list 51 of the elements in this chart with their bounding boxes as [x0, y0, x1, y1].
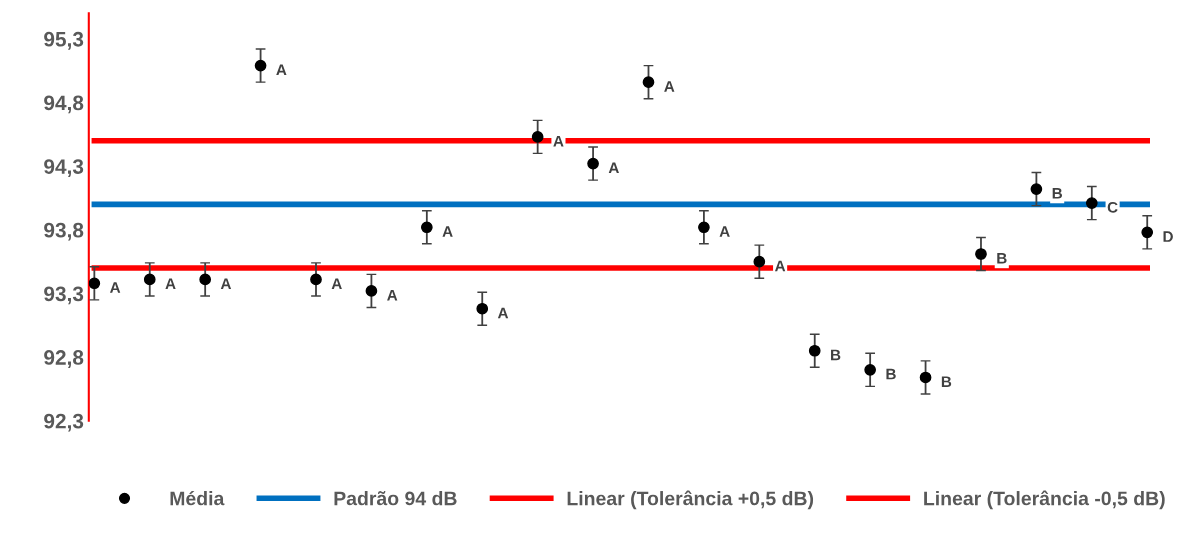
point: [476, 302, 489, 315]
data-label: A: [220, 278, 232, 289]
y-tick-label: 93,8: [44, 222, 84, 241]
data-label: A: [331, 278, 342, 289]
data-label: D: [1163, 231, 1173, 242]
data-label: A: [387, 289, 398, 301]
point: [587, 157, 599, 170]
data-label: A: [497, 307, 509, 319]
point: [642, 76, 655, 88]
point: [199, 273, 212, 286]
data-label: C: [1107, 201, 1118, 213]
data-label: A: [719, 226, 730, 237]
point: [88, 277, 101, 290]
data-label: A: [553, 135, 564, 147]
point: [1085, 197, 1098, 209]
point: [1141, 226, 1154, 239]
point: [919, 371, 932, 384]
point: [753, 255, 766, 268]
point: [808, 344, 821, 357]
point: [143, 273, 156, 286]
data-label: A: [442, 226, 453, 237]
point: [254, 59, 267, 72]
point: [1030, 183, 1043, 195]
point: [310, 273, 322, 286]
data-label: B: [831, 349, 841, 361]
y-tick-label: 93,3: [44, 286, 84, 305]
point: [420, 221, 433, 234]
data-label: B: [941, 376, 952, 387]
y-tick-label: 92,3: [44, 413, 84, 432]
point: [975, 248, 987, 260]
data-label: B: [886, 368, 896, 380]
legend-label: Linear (Tolerância -0,5 dB): [924, 490, 1165, 510]
y-tick-label: 94,3: [44, 159, 84, 177]
legend-label: Padrão 94 dB: [334, 491, 457, 506]
legend-label: Média: [170, 490, 225, 506]
data-label: A: [165, 278, 176, 289]
data-label: A: [608, 162, 619, 174]
point: [698, 221, 710, 234]
data-label: B: [997, 252, 1007, 264]
y-tick-label: 92,8: [44, 350, 84, 368]
data-label: A: [774, 260, 786, 272]
data-label: A: [276, 64, 287, 76]
legend-label: Linear (Tolerância +0,5 dB): [567, 490, 814, 510]
point: [531, 131, 544, 143]
data-label: A: [110, 282, 121, 293]
point: [365, 285, 378, 297]
data-label: A: [664, 81, 675, 92]
y-tick-label: 95,3: [44, 31, 84, 50]
data-label: B: [1052, 188, 1063, 199]
y-tick-label: 94,8: [44, 95, 84, 114]
point: [864, 363, 876, 376]
